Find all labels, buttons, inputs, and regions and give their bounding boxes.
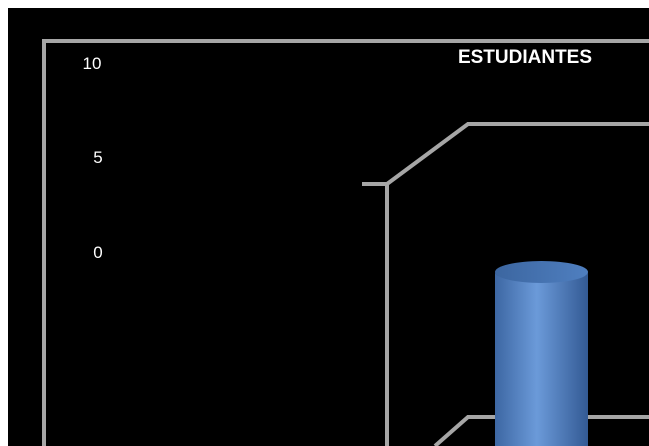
chart-title: ESTUDIANTES: [458, 47, 592, 68]
plot-frame: [362, 122, 649, 446]
y-tick-label: 5: [93, 148, 102, 167]
bar-body: [495, 272, 588, 446]
y-tick-label: 10: [83, 54, 102, 73]
back-wall-edge: [385, 122, 649, 446]
floor-edge: [433, 415, 649, 446]
y-axis-ticks: 10 5 0: [83, 54, 103, 262]
bar: [495, 261, 588, 446]
bar-top: [495, 261, 588, 283]
y-tick-label: 0: [93, 243, 102, 262]
chart-border: [42, 39, 649, 446]
